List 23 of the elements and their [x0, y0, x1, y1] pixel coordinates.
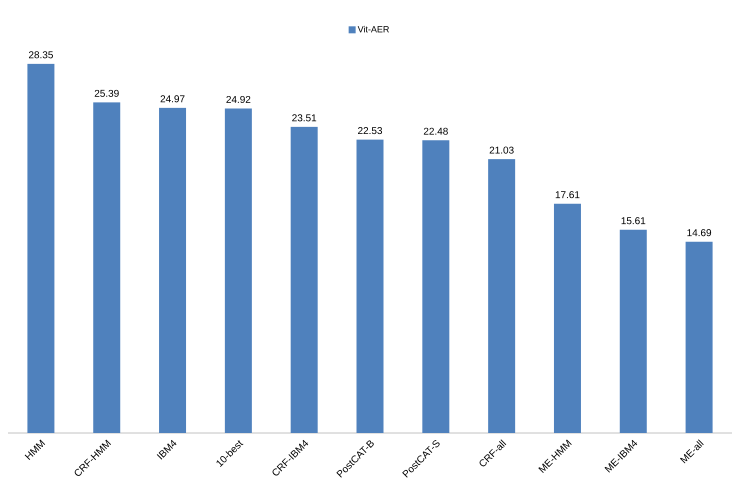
- bar: [356, 140, 384, 433]
- bar: [620, 230, 647, 433]
- legend-label: Vit-AER: [358, 26, 389, 32]
- data-label: 14.69: [687, 229, 712, 236]
- data-label: 24.92: [226, 96, 250, 103]
- data-label: 22.53: [358, 127, 382, 134]
- data-label: 22.48: [424, 128, 448, 135]
- bar: [93, 102, 120, 433]
- data-label: 21.03: [490, 146, 514, 154]
- bar: [290, 126, 318, 433]
- bar: [686, 242, 713, 433]
- data-label: 28.35: [28, 51, 53, 58]
- bar: [554, 204, 581, 433]
- bar: [488, 159, 516, 433]
- bar: [224, 108, 252, 433]
- data-label: 24.97: [160, 95, 185, 102]
- data-label: 23.51: [292, 114, 316, 122]
- data-label: 17.61: [556, 191, 580, 198]
- bar: [422, 140, 450, 433]
- bar: [159, 108, 186, 433]
- data-label: 15.61: [622, 217, 646, 224]
- data-label: 25.39: [94, 90, 119, 97]
- bar: [27, 64, 54, 433]
